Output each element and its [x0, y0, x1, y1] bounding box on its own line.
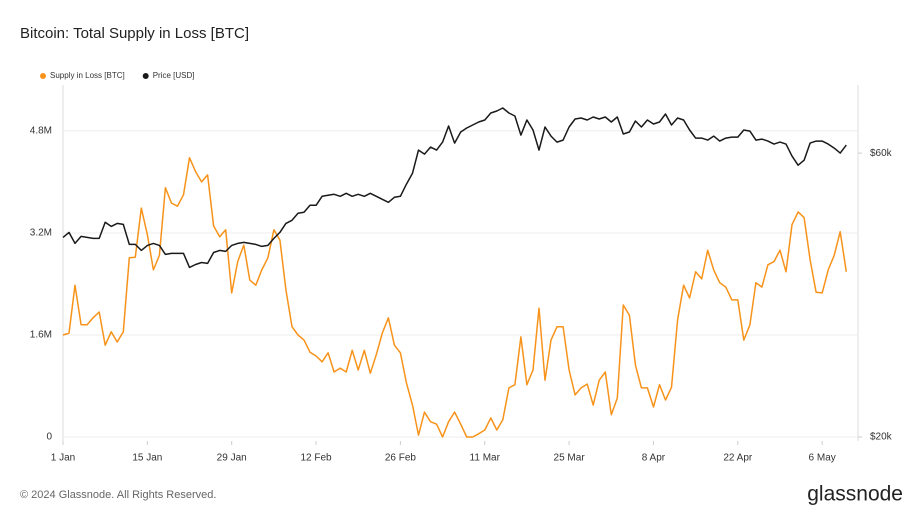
legend-marker	[142, 73, 149, 79]
y2-tick-label: $60k	[870, 148, 893, 159]
x-tick-label: 12 Feb	[300, 453, 332, 464]
copyright: © 2024 Glassnode. All Rights Reserved.	[20, 489, 216, 501]
chart-title: Bitcoin: Total Supply in Loss [BTC]	[20, 25, 249, 42]
y-tick-label: 4.8M	[30, 126, 52, 137]
x-tick-label: 25 Mar	[554, 453, 586, 464]
legend-marker	[40, 73, 46, 79]
series-line	[62, 156, 848, 438]
legend-label: Price [USD]	[153, 71, 195, 80]
series-line	[62, 107, 847, 269]
y2-tick-label: $20k	[870, 432, 893, 443]
legend-label: Supply in Loss [BTC]	[50, 71, 125, 80]
x-tick-label: 8 Apr	[642, 453, 666, 464]
y-tick-label: 3.2M	[30, 228, 52, 239]
y-tick-label: 0	[46, 432, 52, 443]
x-tick-label: 26 Feb	[385, 453, 417, 464]
x-tick-label: 15 Jan	[132, 453, 162, 464]
logo: glassnode	[807, 483, 903, 506]
x-tick-label: 6 May	[809, 453, 836, 464]
x-tick-label: 22 Apr	[723, 453, 753, 464]
x-tick-label: 1 Jan	[51, 453, 75, 464]
x-tick-label: 11 Mar	[470, 453, 501, 464]
y-tick-label: 1.6M	[30, 330, 52, 341]
x-tick-label: 29 Jan	[217, 453, 247, 464]
